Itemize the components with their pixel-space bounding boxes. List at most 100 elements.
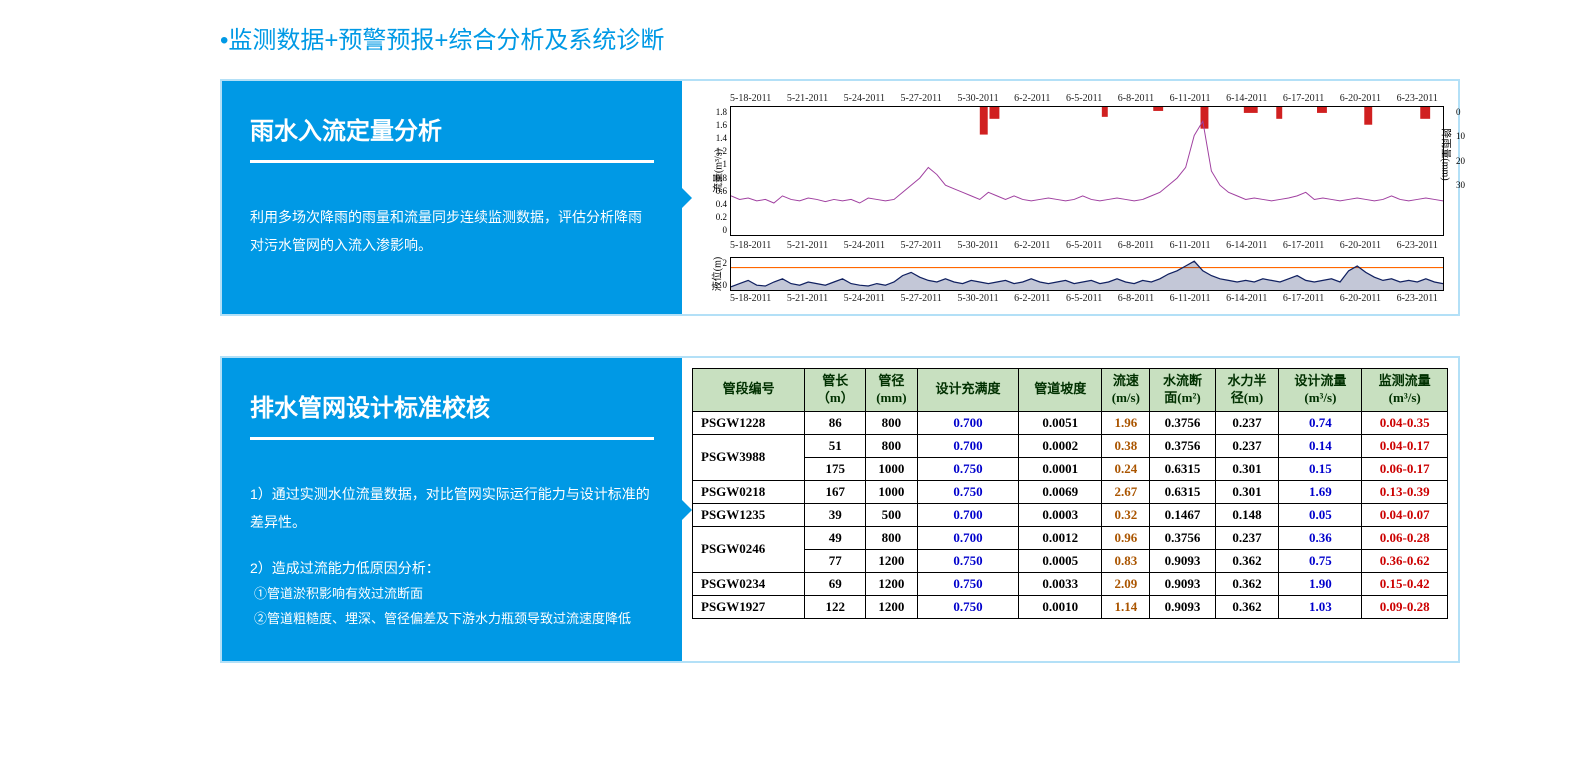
table-header-row: 管段编号管长（m）管径(mm)设计充满度管道坡度流速(m/s)水流断面(m²)水… xyxy=(693,369,1448,412)
chart-top-dates: 5-18-20115-21-20115-24-20115-27-20115-30… xyxy=(696,93,1444,106)
table-cell: 0.0033 xyxy=(1019,572,1102,595)
table-cell: 0.0003 xyxy=(1019,503,1102,526)
table-cell: 86 xyxy=(805,411,866,434)
table-row: PSGW021816710000.7500.00692.670.63150.30… xyxy=(693,480,1448,503)
table-col-header: 水流断面(m²) xyxy=(1150,369,1215,412)
date-tick: 6-8-2011 xyxy=(1118,240,1154,251)
table-cell: 0.15-0.42 xyxy=(1362,572,1448,595)
table-col-header: 水力半径(m) xyxy=(1215,369,1279,412)
table-row: PSGW0246498000.7000.00120.960.37560.2370… xyxy=(693,526,1448,549)
segment-id-cell: PSGW1927 xyxy=(693,595,805,618)
table-cell: 0.301 xyxy=(1215,457,1279,480)
segment-id-cell: PSGW3988 xyxy=(693,434,805,480)
table-cell: 0.32 xyxy=(1102,503,1150,526)
table-col-header: 管段编号 xyxy=(693,369,805,412)
table-cell: 0.0005 xyxy=(1019,549,1102,572)
table-cell: 0.750 xyxy=(917,595,1019,618)
table-cell: 1200 xyxy=(866,595,917,618)
table-cell: 0.04-0.17 xyxy=(1362,434,1448,457)
table-cell: 800 xyxy=(866,434,917,457)
table-cell: 0.9093 xyxy=(1150,549,1215,572)
table-cell: 0.237 xyxy=(1215,526,1279,549)
table-cell: 0.75 xyxy=(1279,549,1362,572)
table-cell: 0.0010 xyxy=(1019,595,1102,618)
table-row: 17510000.7500.00010.240.63150.3010.150.0… xyxy=(693,457,1448,480)
table-cell: 0.750 xyxy=(917,480,1019,503)
panel2-sub2: ②管道粗糙度、埋深、管径偏差及下游水力瓶颈导致过流速度降低 xyxy=(254,607,654,632)
table-cell: 0.700 xyxy=(917,411,1019,434)
pipe-network-table: 管段编号管长（m）管径(mm)设计充满度管道坡度流速(m/s)水流断面(m²)水… xyxy=(692,368,1448,619)
table-cell: 800 xyxy=(866,526,917,549)
date-tick: 6-5-2011 xyxy=(1066,240,1102,251)
date-tick: 5-21-2011 xyxy=(787,293,828,304)
date-tick: 6-14-2011 xyxy=(1226,293,1267,304)
table-cell: 500 xyxy=(866,503,917,526)
table-cell: 1.96 xyxy=(1102,411,1150,434)
date-tick: 5-24-2011 xyxy=(844,240,885,251)
table-cell: 49 xyxy=(805,526,866,549)
table-cell: 0.96 xyxy=(1102,526,1150,549)
table-cell: 1.03 xyxy=(1279,595,1362,618)
date-tick: 6-8-2011 xyxy=(1118,293,1154,304)
table-cell: 175 xyxy=(805,457,866,480)
table-cell: 0.0069 xyxy=(1019,480,1102,503)
table-cell: 0.24 xyxy=(1102,457,1150,480)
date-tick: 6-20-2011 xyxy=(1340,293,1381,304)
table-col-header: 流速(m/s) xyxy=(1102,369,1150,412)
table-cell: 0.362 xyxy=(1215,595,1279,618)
date-tick: 6-14-2011 xyxy=(1226,240,1267,251)
table-cell: 0.6315 xyxy=(1150,480,1215,503)
table-row: PSGW192712212000.7500.00101.140.90930.36… xyxy=(693,595,1448,618)
table-cell: 1.69 xyxy=(1279,480,1362,503)
date-tick: 6-2-2011 xyxy=(1014,240,1050,251)
table-cell: 0.750 xyxy=(917,549,1019,572)
date-tick: 5-18-2011 xyxy=(730,293,771,304)
table-cell: 0.74 xyxy=(1279,411,1362,434)
table-cell: 39 xyxy=(805,503,866,526)
table-cell: 0.0012 xyxy=(1019,526,1102,549)
table-cell: 1.14 xyxy=(1102,595,1150,618)
table-cell: 0.3756 xyxy=(1150,526,1215,549)
table-cell: 0.0002 xyxy=(1019,434,1102,457)
table-col-header: 管径(mm) xyxy=(866,369,917,412)
flow-rain-chart: 1.81.61.41.210.80.60.40.20 0102030 流量(m³… xyxy=(730,106,1444,236)
table-cell: 800 xyxy=(866,411,917,434)
table-cell: 0.301 xyxy=(1215,480,1279,503)
table-cell: 0.13-0.39 xyxy=(1362,480,1448,503)
date-tick: 6-11-2011 xyxy=(1170,240,1211,251)
table-cell: 1200 xyxy=(866,572,917,595)
table-cell: 0.9093 xyxy=(1150,595,1215,618)
panel1-heading: 雨水入流定量分析 xyxy=(250,111,654,163)
date-tick: 6-23-2011 xyxy=(1397,240,1438,251)
chart-mid-dates: 5-18-20115-21-20115-24-20115-27-20115-30… xyxy=(696,240,1444,253)
date-tick: 5-24-2011 xyxy=(844,93,885,104)
date-tick: 6-17-2011 xyxy=(1283,240,1324,251)
table-cell: 0.3756 xyxy=(1150,411,1215,434)
table-cell: 1200 xyxy=(866,549,917,572)
date-tick: 5-21-2011 xyxy=(787,93,828,104)
chart-bottom-ylabel-left: 液位(m) xyxy=(709,257,724,291)
table-cell: 1000 xyxy=(866,480,917,503)
date-tick: 5-30-2011 xyxy=(957,240,998,251)
table-cell: 0.14 xyxy=(1279,434,1362,457)
table-cell: 2.09 xyxy=(1102,572,1150,595)
table-col-header: 管道坡度 xyxy=(1019,369,1102,412)
date-tick: 6-11-2011 xyxy=(1170,93,1211,104)
table-cell: 0.09-0.28 xyxy=(1362,595,1448,618)
design-check-table-area: 管段编号管长（m）管径(mm)设计充满度管道坡度流速(m/s)水流断面(m²)水… xyxy=(682,358,1458,661)
table-cell: 0.05 xyxy=(1279,503,1362,526)
table-row: PSGW3988518000.7000.00020.380.37560.2370… xyxy=(693,434,1448,457)
date-tick: 6-23-2011 xyxy=(1397,293,1438,304)
date-tick: 5-21-2011 xyxy=(787,240,828,251)
panel2-line1: 1）通过实测水位流量数据，对比管网实际运行能力与设计标准的差异性。 xyxy=(250,480,654,536)
table-cell: 0.6315 xyxy=(1150,457,1215,480)
page-title: •监测数据+预警预报+综合分析及系统诊断 xyxy=(220,20,1587,55)
table-cell: 0.15 xyxy=(1279,457,1362,480)
date-tick: 5-27-2011 xyxy=(900,93,941,104)
date-tick: 5-18-2011 xyxy=(730,93,771,104)
date-tick: 6-20-2011 xyxy=(1340,93,1381,104)
date-tick: 6-23-2011 xyxy=(1397,93,1438,104)
table-row: PSGW1235395000.7000.00030.320.14670.1480… xyxy=(693,503,1448,526)
table-cell: 1000 xyxy=(866,457,917,480)
table-row: PSGW02346912000.7500.00332.090.90930.362… xyxy=(693,572,1448,595)
